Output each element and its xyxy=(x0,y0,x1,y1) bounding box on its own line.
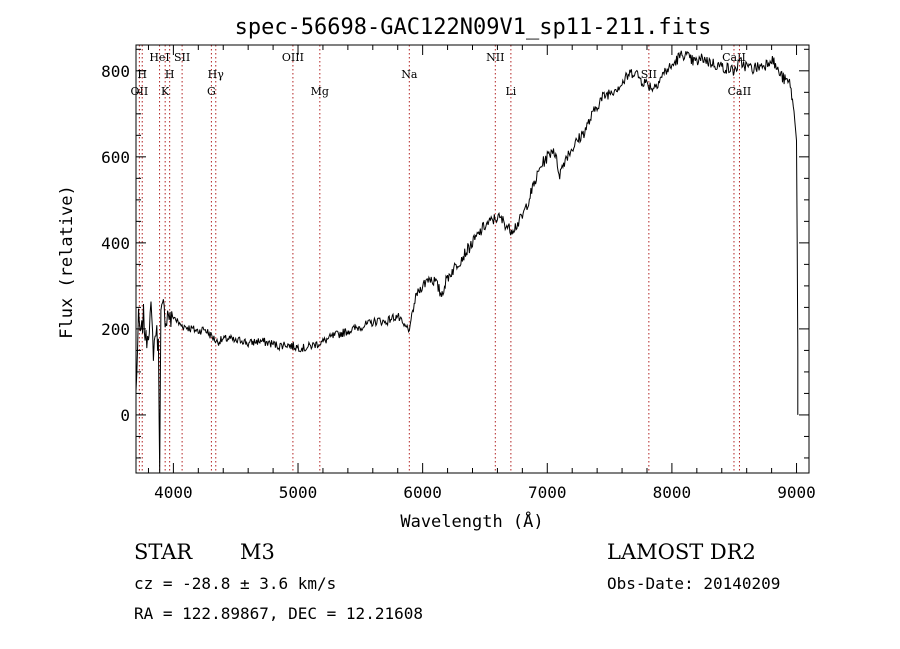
y-axis: 0 200 400 600 800 xyxy=(101,48,809,459)
x-tick-label: 8000 xyxy=(653,483,692,502)
object-type: STAR xyxy=(134,540,193,564)
marker-label: SII xyxy=(174,51,190,64)
chart-title: spec-56698-GAC122N09V1_sp11-211.fits xyxy=(235,15,712,40)
x-tick-label: 9000 xyxy=(777,483,816,502)
coordinates: RA = 122.89867, DEC = 12.21608 xyxy=(134,604,423,623)
y-tick-label: 0 xyxy=(120,406,130,425)
spectrum-series xyxy=(135,50,799,474)
y-tick-label: 600 xyxy=(101,148,130,167)
x-tick-label: 4000 xyxy=(154,483,193,502)
marker-label: Na xyxy=(401,68,418,81)
marker-label: H xyxy=(165,68,175,81)
spectrum-line xyxy=(135,50,799,474)
marker-label: SII xyxy=(641,68,657,81)
y-axis-label: Flux (relative) xyxy=(57,185,77,339)
y-tick-label: 200 xyxy=(101,320,130,339)
marker-label: CaII xyxy=(728,85,752,98)
x-axis: 4000 5000 6000 7000 8000 9000 xyxy=(147,45,816,502)
marker-label: Mg xyxy=(311,85,329,98)
marker-label: CaII xyxy=(722,51,746,64)
object-subclass: M3 xyxy=(240,540,275,564)
marker-label: H xyxy=(137,68,147,81)
marker-label: Li xyxy=(505,85,516,98)
marker-label: HeI xyxy=(149,51,169,64)
y-tick-label: 400 xyxy=(101,234,130,253)
marker-label: OII xyxy=(131,85,149,98)
marker-label: NII xyxy=(486,51,504,64)
marker-label: K xyxy=(161,85,170,98)
marker-label: Hγ xyxy=(208,68,225,81)
observation-date: Obs-Date: 20140209 xyxy=(607,574,781,593)
marker-label: OIII xyxy=(282,51,304,64)
x-axis-label: Wavelength (Å) xyxy=(400,510,543,532)
survey-name: LAMOST DR2 xyxy=(607,540,756,564)
marker-label: G xyxy=(207,85,216,98)
redshift-value: cz = -28.8 ± 3.6 km/s xyxy=(134,574,337,593)
x-tick-label: 7000 xyxy=(528,483,567,502)
spectrum-chart: spec-56698-GAC122N09V1_sp11-211.fits OII… xyxy=(57,15,816,532)
x-tick-label: 6000 xyxy=(403,483,442,502)
x-tick-label: 5000 xyxy=(279,483,318,502)
y-tick-label: 800 xyxy=(101,62,130,81)
plot-frame xyxy=(135,44,810,474)
